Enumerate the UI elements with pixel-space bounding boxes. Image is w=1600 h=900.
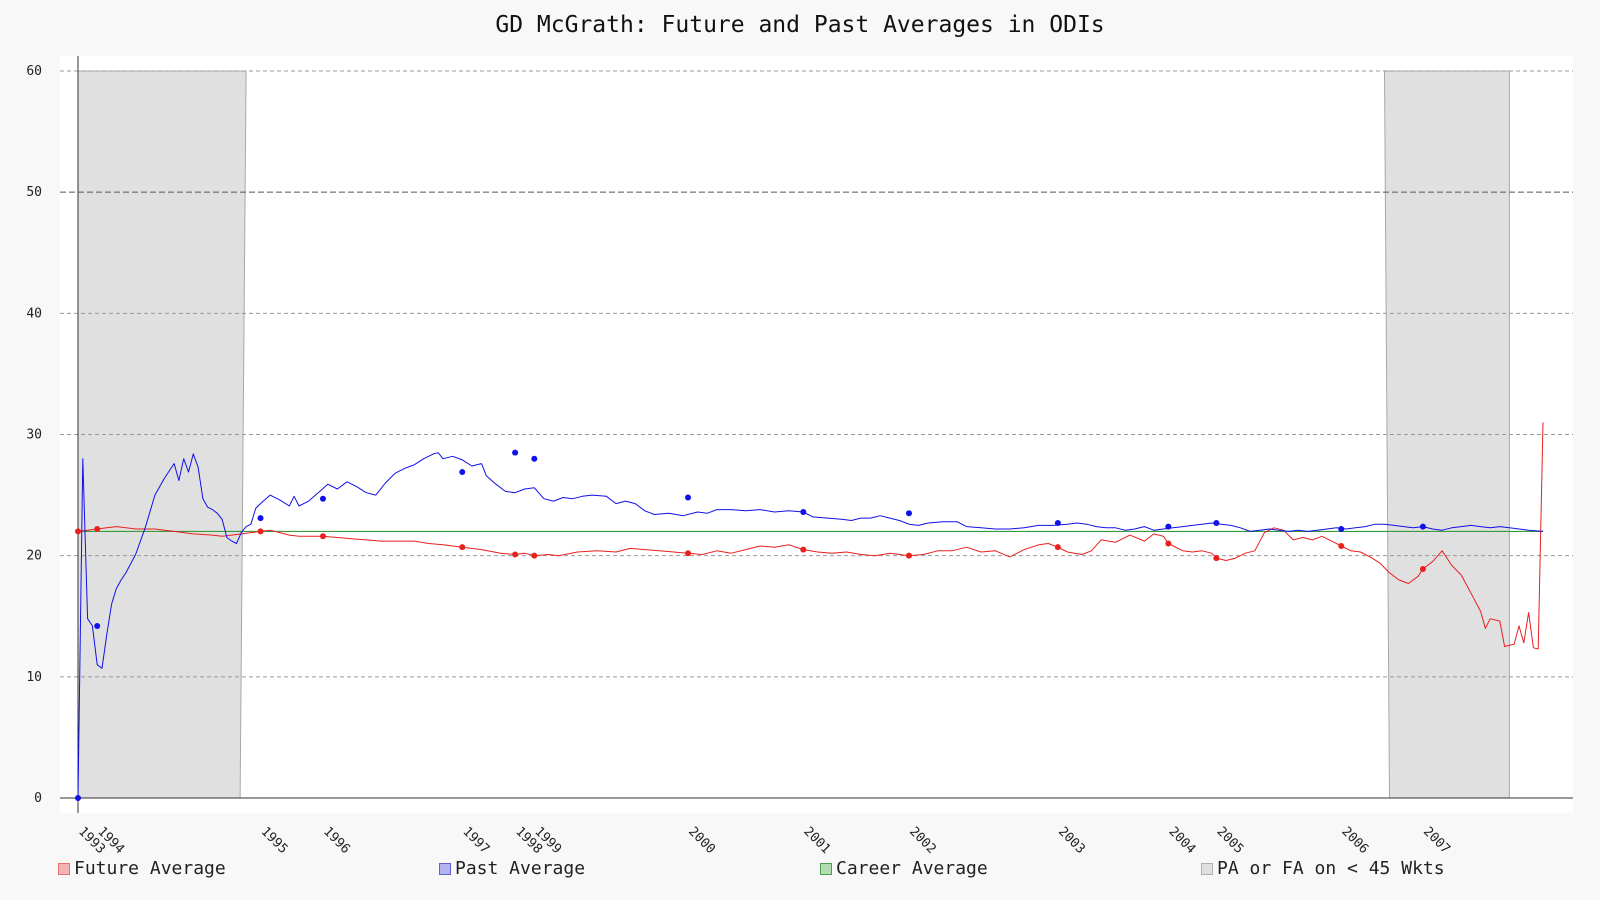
past-average-marker xyxy=(905,510,912,517)
future-average-marker xyxy=(459,544,466,551)
legend-label: Career Average xyxy=(836,858,988,879)
past-average-marker xyxy=(685,494,692,501)
future-average-marker xyxy=(1165,540,1172,547)
year-label: 1997 xyxy=(459,824,492,857)
year-label: 1996 xyxy=(320,824,353,857)
future-average-marker xyxy=(905,552,912,559)
grid-lines: 0 10 20 30 40 50 60 xyxy=(26,64,1573,806)
past-average-marker xyxy=(459,469,466,476)
future-average-marker xyxy=(257,528,264,535)
year-label: 2006 xyxy=(1338,824,1371,857)
legend-label: Past Average xyxy=(455,858,586,879)
legend-item-insufficient-wickets: PA or FA on < 45 Wkts xyxy=(1201,858,1445,879)
past-average-marker xyxy=(1165,523,1172,530)
y-tick-label: 60 xyxy=(26,64,42,79)
past-average-marker xyxy=(319,495,326,502)
past-average-marker xyxy=(800,509,807,516)
year-label: 2000 xyxy=(685,824,718,857)
year-label: 2007 xyxy=(1420,824,1453,857)
past-average-marker xyxy=(1054,519,1061,526)
y-tick-label: 50 xyxy=(26,185,42,200)
y-tick-label: 40 xyxy=(26,306,42,321)
legend-item-career-average: Career Average xyxy=(820,858,988,879)
legend-label: Future Average xyxy=(74,858,226,879)
year-label: 2004 xyxy=(1166,824,1199,857)
insufficient-wickets-swatch xyxy=(1201,862,1213,875)
y-tick-label: 30 xyxy=(26,428,42,443)
year-label: 1995 xyxy=(258,824,291,857)
career-average-swatch xyxy=(820,862,832,875)
future-average-marker xyxy=(685,550,692,557)
legend-item-future-average: Future Average xyxy=(58,858,226,879)
y-tick-label: 10 xyxy=(26,670,42,685)
future-average-marker xyxy=(94,526,101,533)
past-average-marker xyxy=(257,515,264,522)
past-average-marker xyxy=(1213,519,1220,526)
future-average-marker xyxy=(319,533,326,540)
past-average-marker xyxy=(512,449,519,456)
future-average-marker xyxy=(512,551,519,558)
year-label: 2005 xyxy=(1214,824,1247,857)
future-average-marker xyxy=(1213,555,1220,562)
future-average-marker xyxy=(1054,544,1061,551)
future-average-swatch xyxy=(58,862,70,875)
year-label: 2001 xyxy=(800,824,833,857)
legend: Future Average Past Average Career Avera… xyxy=(0,858,1600,888)
past-average-swatch xyxy=(439,862,451,875)
future-average-marker xyxy=(1419,565,1426,572)
past-average-marker xyxy=(75,795,81,801)
past-average-marker xyxy=(1338,526,1345,533)
series-markers xyxy=(75,449,1426,801)
future-average-marker xyxy=(1338,542,1345,549)
year-label: 2002 xyxy=(906,824,939,857)
future-average-marker xyxy=(531,552,538,559)
past-average-marker xyxy=(531,455,538,462)
y-tick-label: 0 xyxy=(34,791,42,806)
legend-label: PA or FA on < 45 Wkts xyxy=(1217,858,1445,879)
past-average-marker xyxy=(94,622,101,629)
future-average-marker xyxy=(75,528,81,535)
chart-title: GD McGrath: Future and Past Averages in … xyxy=(495,12,1105,38)
future-average-marker xyxy=(800,546,807,553)
legend-item-past-average: Past Average xyxy=(439,858,585,879)
past-average-line xyxy=(77,452,1544,799)
year-label: 2003 xyxy=(1055,824,1088,857)
y-tick-label: 20 xyxy=(26,549,42,564)
past-average-marker xyxy=(1419,523,1426,530)
axes xyxy=(60,56,1573,813)
